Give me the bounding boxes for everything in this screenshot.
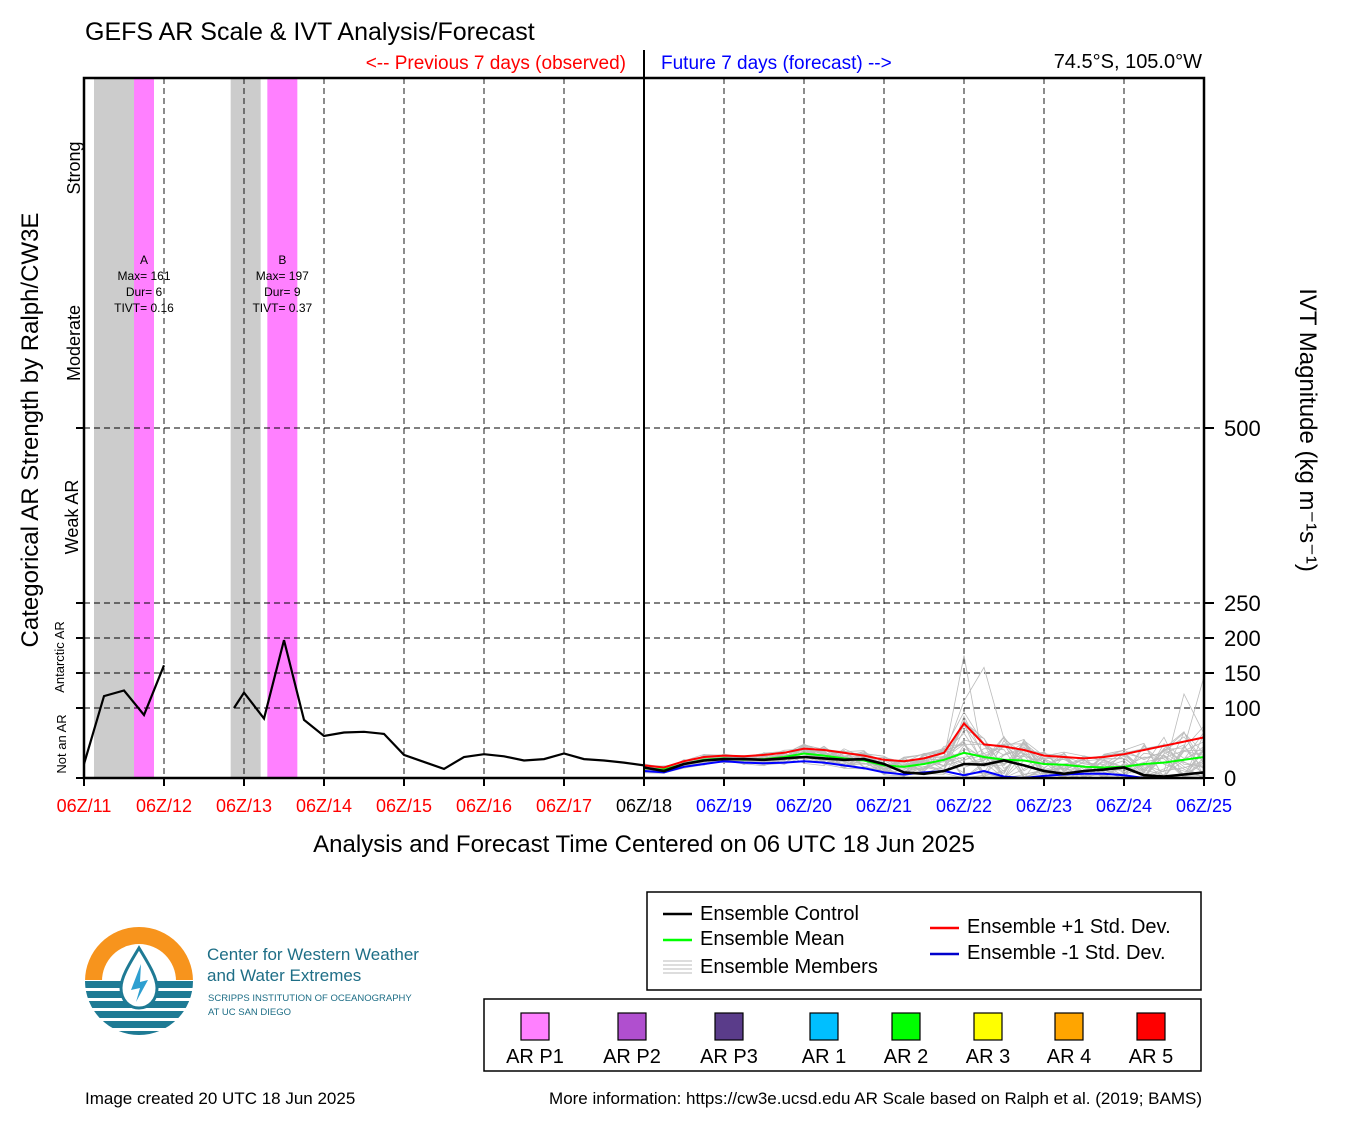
ar-category-swatch-2 [714, 1012, 744, 1041]
ar-event-a-text-3: TIVT= 0.16 [114, 301, 174, 315]
ar-category-swatch-1 [617, 1012, 647, 1041]
ar-event-b-text-2: Dur= 9 [264, 285, 301, 299]
chart-title: GEFS AR Scale & IVT Analysis/Forecast [85, 18, 535, 46]
series-lines [82, 639, 1205, 780]
ar-event-a-text-2: Dur= 6 [126, 285, 163, 299]
y-tick-label: 100 [1224, 696, 1261, 721]
y-tick-label: 200 [1224, 626, 1261, 651]
ar-category-swatch-5 [973, 1012, 1003, 1041]
ar-category-label-3: AR 1 [802, 1046, 846, 1068]
x-tick-label: 06Z/15 [376, 796, 432, 816]
x-axis-ticks: 06Z/11 06Z/12 06Z/13 06Z/14 06Z/15 06Z/16 06Z/… [57, 778, 1232, 816]
x-tick-label: 06Z/25 [1176, 796, 1232, 816]
y-tick-label: 500 [1224, 416, 1261, 441]
ar-category-label-5: AR 3 [966, 1046, 1010, 1068]
x-tick-label: 06Z/16 [456, 796, 512, 816]
ar-event-b-text-1: Max= 197 [256, 269, 309, 283]
logo-line1: Center for Western Weather [207, 945, 419, 964]
category-label-weak-ar: Weak AR [62, 480, 82, 555]
ar-category-label-1: AR P2 [603, 1046, 661, 1068]
y-axis-label-left: Categorical AR Strength by Ralph/CW3E [17, 213, 44, 648]
legend-mean-label: Ensemble Mean [700, 928, 845, 950]
ar-category-swatch-7 [1136, 1012, 1166, 1041]
x-tick-label: 06Z/21 [856, 796, 912, 816]
ar-category-label-4: AR 2 [884, 1046, 928, 1068]
legend-minus1-label: Ensemble -1 Std. Dev. [967, 942, 1166, 964]
forecast-line-ensemble-1-std-dev- [643, 721, 1205, 769]
ar-event-annotations: A Max= 161 Dur= 6 TIVT= 0.16 B Max= 197 Dur= 9… [114, 253, 312, 315]
x-tick-label: 06Z/13 [216, 796, 272, 816]
location-label: 74.5°S, 105.0°W [1054, 51, 1202, 73]
ar-category-swatch-3 [809, 1012, 839, 1041]
category-label-moderate: Moderate [64, 305, 84, 381]
y-tick-label: 0 [1224, 766, 1236, 791]
ar-event-a-text-1: Max= 161 [117, 269, 170, 283]
legend-plus1-label: Ensemble +1 Std. Dev. [967, 916, 1171, 938]
x-tick-label: 06Z/11 [57, 796, 112, 816]
line-legend-box [646, 891, 1202, 991]
y-axis-label-right: IVT Magnitude (kg m⁻¹s⁻¹) [1294, 288, 1321, 572]
x-tick-label: 06Z/20 [776, 796, 832, 816]
category-label-antarctic-ar: Antarctic AR [52, 621, 67, 693]
legend-members-swatch [663, 960, 692, 974]
ar-category-swatch-0 [520, 1012, 550, 1041]
x-tick-label: 06Z/19 [696, 796, 752, 816]
x-tick-label: 06Z/17 [536, 796, 592, 816]
y-tick-label: 250 [1224, 591, 1261, 616]
observed-ivt-line-1 [233, 639, 645, 771]
ar-category-label-7: AR 5 [1129, 1046, 1173, 1068]
ar-category-label-2: AR P3 [700, 1046, 758, 1068]
observed-ivt-line-0 [82, 664, 166, 765]
x-tick-label: 06Z/23 [1016, 796, 1072, 816]
ar-category-label-6: AR 4 [1047, 1046, 1091, 1068]
logo-line3: SCRIPPS INSTITUTION OF OCEANOGRAPHY [208, 993, 412, 1004]
footer-created: Image created 20 UTC 18 Jun 2025 [85, 1089, 355, 1108]
logo-line4: AT UC SAN DIEGO [208, 1007, 291, 1018]
ar-category-legend: AR P1 AR P2 AR P3 AR 1 AR 2 AR 3 AR 4 AR 5 [506, 1012, 1173, 1068]
x-tick-label: 06Z/12 [136, 796, 192, 816]
ar-event-b-text-3: TIVT= 0.37 [252, 301, 312, 315]
x-tick-label: 06Z/14 [296, 796, 352, 816]
forecast-line-ensemble-control [643, 755, 1205, 778]
x-tick-label: 06Z/18 [616, 796, 672, 816]
ar-event-a-text-0: A [140, 253, 148, 267]
category-label-strong: Strong [64, 141, 84, 194]
x-tick-label: 06Z/22 [936, 796, 992, 816]
cw3e-logo [80, 927, 200, 1040]
forecast-line-ensemble-1-std-dev- [643, 760, 1204, 780]
footer-more-info: More information: https://cw3e.ucsd.edu … [549, 1089, 1202, 1108]
legend-members-label: Ensemble Members [700, 956, 878, 978]
future-days-label: Future 7 days (forecast) --> [661, 53, 892, 74]
y-axis-ticks: 0 100 150 200 250 500 [76, 416, 1261, 791]
legend-control-label: Ensemble Control [700, 903, 859, 925]
lightning-icon [131, 964, 148, 1002]
y-tick-label: 150 [1224, 661, 1261, 686]
logo-line2: and Water Extremes [207, 966, 361, 985]
category-label-not-ar: Not an AR [54, 714, 69, 773]
ar-category-swatch-4 [891, 1012, 921, 1041]
previous-days-label: <-- Previous 7 days (observed) [366, 53, 626, 74]
ar-category-swatch-6 [1054, 1012, 1084, 1041]
ar-event-b-text-0: B [278, 253, 286, 267]
ar-event-band-b [267, 78, 298, 778]
x-tick-label: 06Z/24 [1096, 796, 1152, 816]
ar-category-label-0: AR P1 [506, 1046, 564, 1068]
x-axis-label: Analysis and Forecast Time Centered on 0… [313, 831, 975, 858]
